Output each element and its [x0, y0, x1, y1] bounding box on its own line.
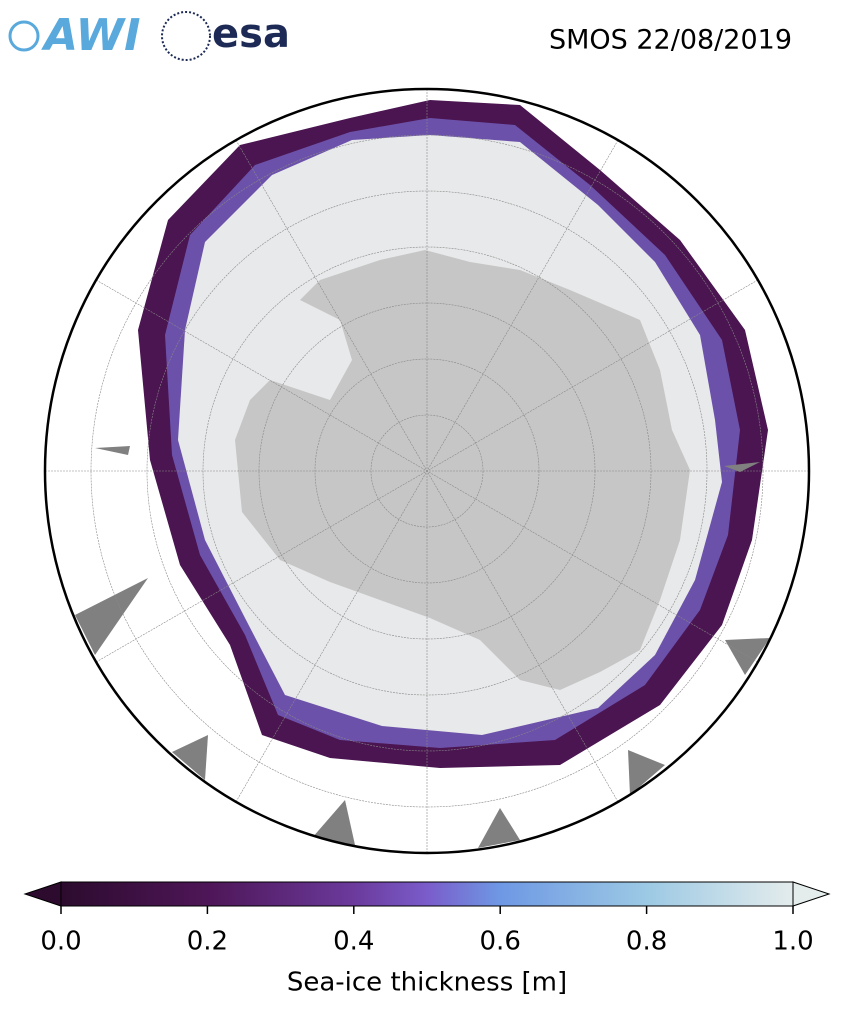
title: SMOS 22/08/2019	[549, 25, 792, 56]
parallel	[146, 190, 708, 752]
graticule	[45, 89, 809, 853]
map	[45, 89, 809, 853]
parallel	[314, 358, 540, 584]
colorbar-tick-label: 0.2	[187, 927, 228, 957]
colorbar-extend-high	[792, 881, 831, 907]
colorbar-tick-label: 0.4	[333, 927, 374, 957]
land-fragments	[75, 446, 770, 848]
parallel	[90, 134, 764, 808]
esa-logo-text: esa	[212, 11, 290, 57]
colorbar-label: Sea-ice thickness [m]	[287, 968, 567, 998]
colorbar-tick-label: 0.0	[40, 927, 81, 957]
colorbar-extend-low	[23, 881, 62, 907]
map-frame	[43, 87, 811, 855]
parallel	[370, 414, 484, 528]
colorbar-tick-label: 1.0	[772, 927, 813, 957]
meridian	[96, 279, 758, 663]
colorbar-bar	[60, 881, 794, 907]
parallel	[202, 246, 652, 696]
colorbar-tick-label: 0.8	[626, 927, 667, 957]
awi-logo-text: AWI	[41, 10, 141, 61]
colorbar-tick-label: 0.6	[480, 927, 521, 957]
awi-logo: AWI	[8, 10, 141, 61]
antarctica	[235, 250, 690, 690]
colorbar: Sea-ice thickness [m] 0.0 0.2 0.4 0.6 0.8 1.0	[23, 881, 831, 998]
esa-logo: esa	[161, 11, 290, 61]
parallel	[258, 302, 596, 640]
